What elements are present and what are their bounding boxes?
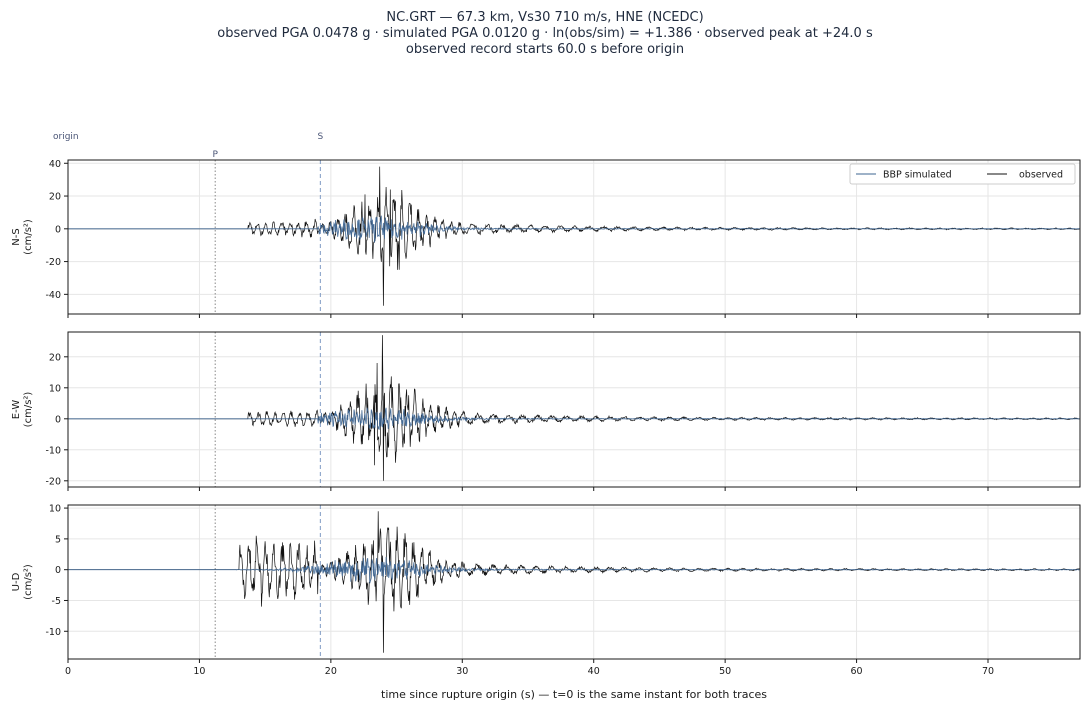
axes-frame — [67, 159, 1081, 315]
legend-simulated-label: BBP simulated — [883, 170, 952, 181]
simulated-trace-n-s — [68, 215, 1080, 243]
axes-frame — [67, 331, 1081, 488]
y-tick-label: -10 — [45, 627, 61, 638]
origin-marker-label: origin — [53, 132, 79, 142]
p-marker-label: P — [212, 150, 218, 160]
x-tick-label: 50 — [719, 666, 731, 677]
panel-n-s: -40 -20 0 20 40 N-S (cm/s²) BBP simulated observ… — [11, 159, 1081, 318]
x-tick-label: 70 — [982, 666, 994, 677]
x-tick-label: 20 — [325, 666, 337, 677]
y-axis-label-unit: (cm/s²) — [23, 392, 34, 428]
y-tick-label: 0 — [55, 414, 61, 425]
observed-trace-n-s — [68, 166, 1080, 306]
x-tick-label: 30 — [456, 666, 468, 677]
x-axis-label: time since rupture origin (s) — t=0 is t… — [381, 688, 767, 701]
x-tick-label: 40 — [588, 666, 600, 677]
title-line-3: observed record starts 60.0 s before ori… — [406, 42, 684, 57]
y-tick-label: 0 — [55, 565, 61, 576]
legend-box — [849, 163, 1076, 185]
y-axis-label-component: U-D — [11, 572, 22, 591]
simulated-trace-e-w — [68, 407, 1080, 430]
y-tick-label: 20 — [49, 352, 61, 363]
y-tick-label: -5 — [52, 596, 61, 607]
panel-e-w: -20 -10 0 10 20 E-W (cm/s²) — [11, 331, 1081, 491]
y-tick-label: 10 — [49, 383, 61, 394]
y-axis-label-unit: (cm/s²) — [23, 219, 34, 255]
s-marker-label: S — [317, 132, 323, 142]
y-tick-label: 0 — [55, 224, 61, 235]
x-tick-label: 10 — [193, 666, 205, 677]
x-tick-label: 0 — [65, 666, 71, 677]
y-tick-label: -10 — [45, 445, 61, 456]
y-tick-label: 20 — [49, 192, 61, 203]
y-tick-label: -20 — [45, 476, 61, 487]
x-tick-label: 60 — [851, 666, 863, 677]
panel-u-d: -10 -5 0 5 10 0 10 20 30 40 50 60 70 U-D (cm/s²) — [11, 504, 1081, 677]
y-axis-label-component: E-W — [11, 400, 22, 420]
y-tick-label: -20 — [45, 257, 61, 268]
simulated-trace-u-d — [68, 556, 1080, 584]
axes-frame — [67, 504, 1081, 660]
y-tick-label: 5 — [55, 534, 61, 545]
legend-observed-label: observed — [1019, 170, 1063, 181]
y-tick-label: 10 — [49, 504, 61, 515]
title-line-2: observed PGA 0.0478 g · simulated PGA 0.… — [217, 26, 873, 41]
y-axis-label-component: N-S — [11, 228, 22, 245]
y-tick-label: 40 — [49, 159, 61, 170]
y-tick-label: -40 — [45, 290, 61, 301]
title-line-1: NC.GRT — 67.3 km, Vs30 710 m/s, HNE (NCE… — [386, 10, 703, 25]
y-axis-label-unit: (cm/s²) — [23, 564, 34, 600]
